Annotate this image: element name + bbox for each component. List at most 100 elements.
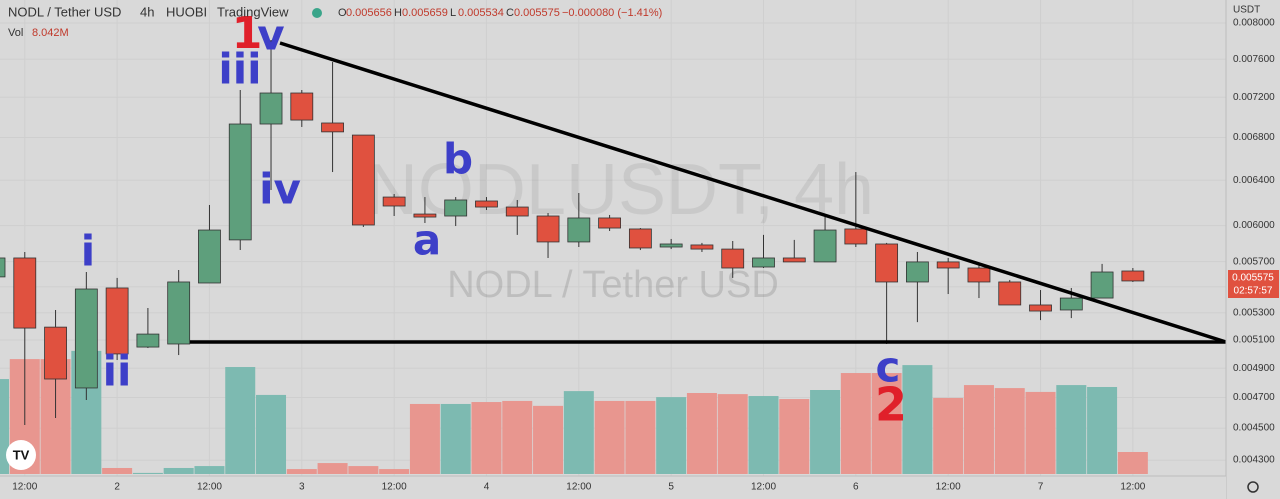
wave-label: v: [257, 11, 284, 60]
y-tick-label: 0.007200: [1233, 92, 1275, 103]
volume-bar: [132, 472, 163, 474]
volume-bar: [1117, 451, 1148, 474]
candle-body: [536, 215, 560, 243]
y-tick-label: 0.006000: [1233, 220, 1275, 231]
candle-body: [413, 213, 437, 218]
candle-body: [752, 257, 775, 268]
logo[interactable]: [6, 440, 36, 470]
candle-body: [1059, 297, 1083, 311]
candle-body: [290, 92, 314, 121]
candle-body: [1029, 304, 1052, 312]
volume-readout: 8.042M: [32, 27, 69, 39]
interval: 4h: [140, 4, 154, 19]
volume-bar: [1025, 391, 1056, 474]
volume-bar: [656, 397, 687, 474]
candle-body: [567, 217, 591, 243]
candle-body: [167, 281, 191, 345]
candle-body: [782, 257, 806, 263]
volume-bar: [963, 385, 994, 474]
wave-label: iii: [218, 45, 261, 94]
y-tick-label: 0.005700: [1233, 256, 1275, 267]
candle-body: [13, 257, 37, 329]
volume-bar: [1087, 386, 1118, 474]
x-tick-label: 12:00: [936, 482, 961, 493]
volume-bar: [0, 379, 9, 474]
volume-bar: [902, 365, 933, 474]
y-tick-label: 0.006400: [1233, 175, 1275, 186]
candle-body: [936, 261, 960, 269]
symbol: NODL / Tether USD: [8, 4, 121, 19]
y-tick-label: 0.008000: [1233, 18, 1275, 29]
candle-body: [505, 206, 529, 217]
logo-mark: TV: [13, 447, 30, 462]
ohlc-value: 0.005656: [346, 7, 392, 19]
volume-bar: [563, 391, 594, 474]
status-dot: [312, 8, 322, 18]
ohlc-value: 0.005575: [514, 7, 560, 19]
volume-bar: [810, 390, 841, 474]
y-tick-label: 0.004700: [1233, 392, 1275, 403]
candle-body: [721, 248, 745, 269]
countdown: 02:57:57: [1234, 286, 1273, 297]
x-tick-label: 12:00: [566, 482, 591, 493]
volume-bar: [502, 400, 533, 474]
candle-body: [444, 199, 468, 217]
x-tick-label: 5: [668, 482, 674, 493]
x-tick-label: 12:00: [1120, 482, 1145, 493]
volume-bar: [594, 400, 625, 474]
y-tick-label: 0.004900: [1233, 363, 1275, 374]
volume-bar: [748, 396, 779, 474]
volume-bar: [102, 467, 133, 474]
volume-bar: [317, 463, 348, 474]
settings-icon[interactable]: [1247, 481, 1259, 493]
volume-bar: [994, 388, 1025, 474]
candle-body: [598, 217, 621, 229]
candle-body: [74, 288, 98, 389]
candle-body: [906, 261, 929, 283]
ohlc-key: L: [450, 7, 456, 19]
volume-bar: [409, 403, 440, 474]
candle-body: [475, 200, 498, 208]
wave-label: b: [443, 135, 473, 184]
volume-bar: [471, 402, 502, 474]
ohlc-value: 0.005659: [402, 7, 448, 19]
candle-body: [228, 123, 252, 241]
price-tag-value: 0.005575: [1232, 273, 1274, 284]
ohlc-key: C: [506, 7, 514, 19]
candle-body: [351, 134, 375, 226]
candle-body: [1121, 270, 1145, 282]
candle-body: [690, 244, 714, 250]
ohlc-value: 0.005534: [458, 7, 504, 19]
wave-label: 2: [875, 378, 907, 432]
candle-body: [382, 196, 406, 207]
volume-bar: [779, 399, 810, 474]
price-tag: [1228, 270, 1279, 298]
wave-label: iv: [259, 165, 301, 214]
change: −0.000080 (−1.41%): [562, 7, 662, 19]
y-tick-label: 0.007600: [1233, 54, 1275, 65]
volume-bar: [256, 394, 287, 474]
candle-body: [136, 333, 160, 348]
candle-body: [628, 228, 652, 249]
candle-body: [1090, 271, 1114, 299]
volume-bar: [348, 466, 379, 474]
trend-line: [279, 41, 1227, 344]
candle-body: [321, 122, 344, 133]
candle-body: [259, 92, 283, 125]
x-tick-label: 6: [853, 482, 859, 493]
ohlc-key: O: [338, 7, 347, 19]
volume-name: Vol: [8, 27, 23, 39]
y-tick-label: 0.006800: [1233, 132, 1275, 143]
volume-bar: [686, 393, 717, 474]
currency[interactable]: USDT: [1233, 5, 1260, 16]
x-tick-label: 12:00: [382, 482, 407, 493]
watermark-name: NODL / Tether USD: [447, 264, 779, 306]
x-tick-label: 12:00: [12, 482, 37, 493]
volume-bar: [625, 400, 656, 474]
volume-bar: [717, 394, 748, 474]
x-tick-label: 4: [484, 482, 490, 493]
watermark: NODLUSDT, 4h: [366, 150, 874, 230]
candle-body: [998, 281, 1022, 306]
